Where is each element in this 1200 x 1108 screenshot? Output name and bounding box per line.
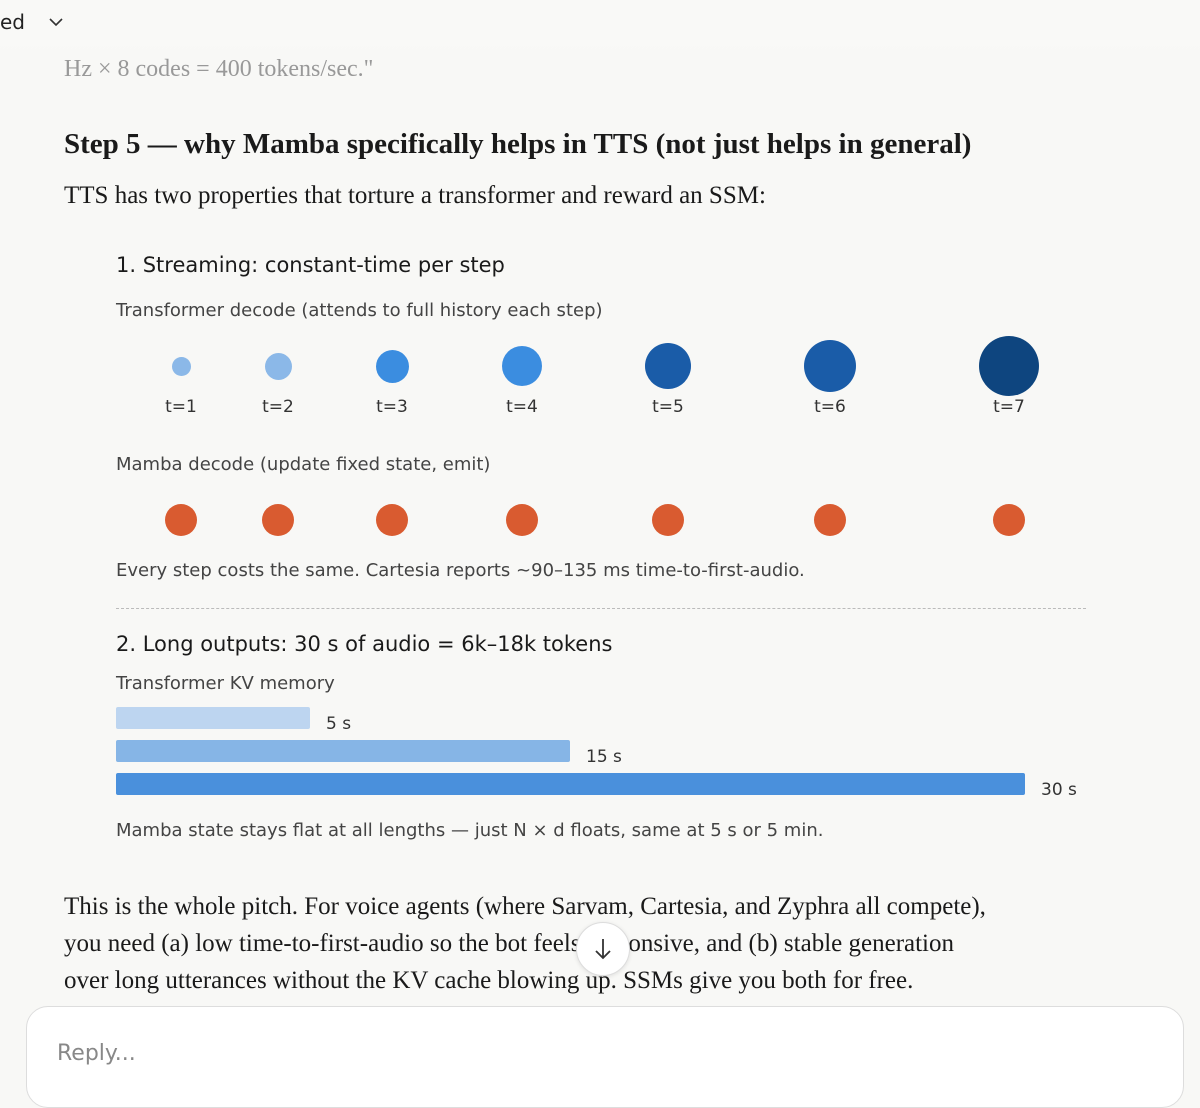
conversation-title[interactable]: ed bbox=[0, 10, 25, 34]
transformer-step bbox=[804, 340, 856, 392]
mamba-step bbox=[165, 504, 197, 536]
heading: Step 5 — why Mamba specifically helps in… bbox=[64, 128, 972, 160]
scroll-down-button[interactable] bbox=[576, 922, 630, 976]
step-label: t=3 bbox=[376, 397, 408, 417]
reply-box[interactable]: Reply... bbox=[26, 1006, 1184, 1108]
faded-text: Hz × 8 codes = 400 tokens/sec." bbox=[64, 56, 374, 82]
label: Transformer KV memory bbox=[116, 673, 335, 694]
caption: Mamba state stays flat at all lengths — … bbox=[116, 820, 824, 841]
bar-label: 5 s bbox=[326, 714, 352, 734]
top-bar: ed bbox=[0, 0, 1200, 58]
reply-placeholder: Reply... bbox=[57, 1041, 136, 1066]
step-label: t=5 bbox=[652, 397, 684, 417]
label: Mamba decode (update fixed state, emit) bbox=[116, 454, 491, 475]
transformer-step bbox=[171, 356, 191, 376]
step-label: t=1 bbox=[165, 397, 197, 417]
step-label: t=2 bbox=[262, 397, 294, 417]
mamba-step bbox=[652, 504, 684, 536]
transformer-step bbox=[502, 346, 542, 386]
paragraph-line: This is the whole pitch. For voice agent… bbox=[64, 893, 986, 920]
paragraph-line: you need (a) low time-to-first-audio so … bbox=[64, 930, 955, 957]
transformer-step bbox=[375, 349, 409, 383]
section-title: 2. Long outputs: 30 s of audio = 6k–18k … bbox=[116, 632, 613, 656]
paragraph-line: over long utterances without the KV cach… bbox=[64, 967, 914, 994]
transformer-step bbox=[264, 352, 292, 380]
step-label: t=6 bbox=[814, 397, 846, 417]
memory-bar bbox=[116, 740, 570, 762]
divider bbox=[116, 608, 1086, 609]
bar-label: 15 s bbox=[586, 747, 622, 767]
label: Transformer decode (attends to full hist… bbox=[116, 300, 603, 321]
intro: TTS has two properties that torture a tr… bbox=[64, 182, 766, 209]
memory-bar bbox=[116, 773, 1025, 795]
memory-bar bbox=[116, 707, 310, 729]
transformer-step bbox=[979, 336, 1039, 396]
section-title: 1. Streaming: constant-time per step bbox=[116, 253, 505, 277]
step-label: t=4 bbox=[506, 397, 538, 417]
step-label: t=7 bbox=[993, 397, 1025, 417]
mamba-step bbox=[506, 504, 538, 536]
mamba-step bbox=[376, 504, 408, 536]
chevron[interactable] bbox=[48, 16, 64, 28]
mamba-step bbox=[993, 504, 1025, 536]
caption: Every step costs the same. Cartesia repo… bbox=[116, 560, 805, 581]
transformer-step bbox=[645, 343, 691, 389]
mamba-step bbox=[262, 504, 294, 536]
bar-label: 30 s bbox=[1041, 780, 1077, 800]
mamba-step bbox=[814, 504, 846, 536]
